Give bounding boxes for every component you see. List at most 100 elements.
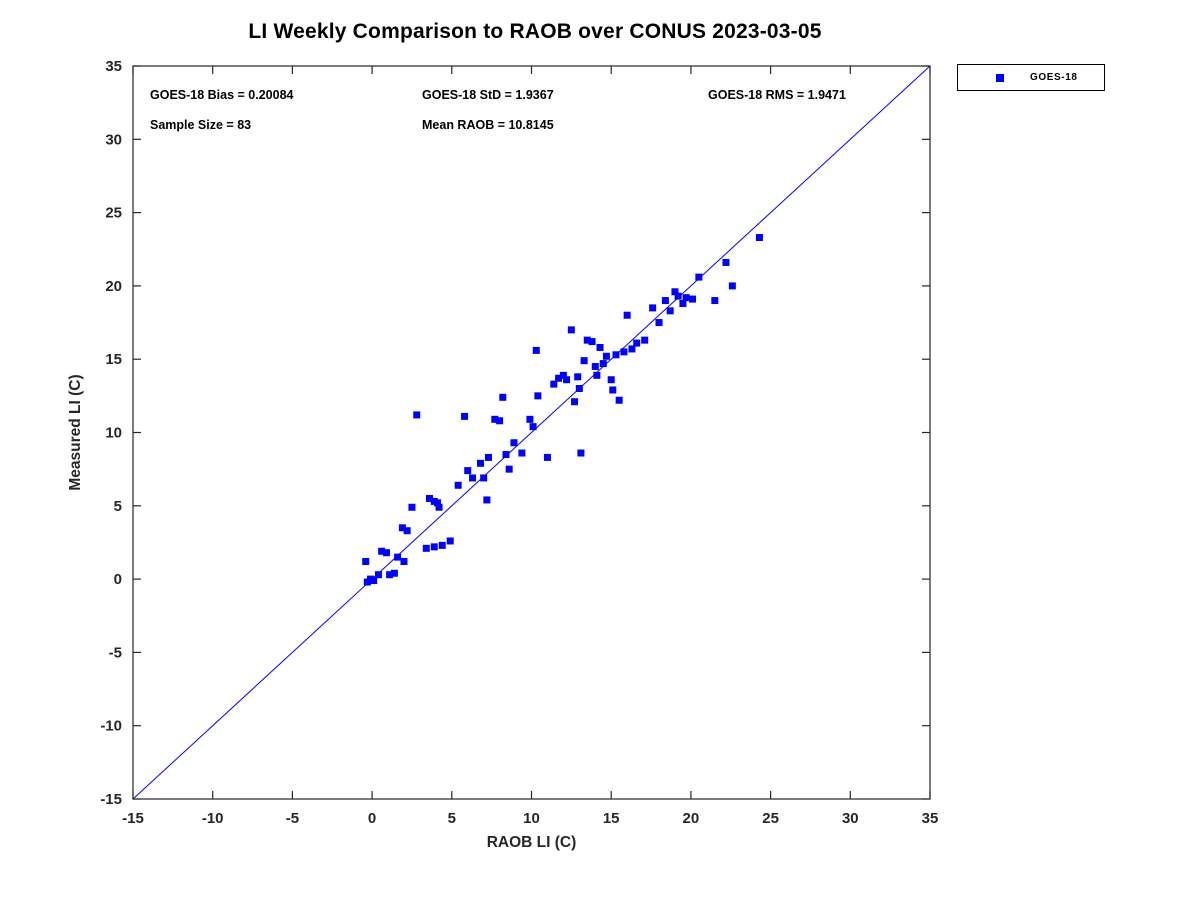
- svg-text:25: 25: [105, 205, 122, 222]
- svg-text:5: 5: [448, 810, 456, 827]
- data-point: [398, 524, 406, 532]
- data-point: [378, 547, 386, 555]
- data-point: [649, 304, 657, 312]
- chart-title: LI Weekly Comparison to RAOB over CONUS …: [248, 20, 822, 43]
- data-point: [563, 376, 571, 384]
- data-point: [464, 467, 472, 475]
- data-point: [559, 371, 567, 379]
- data-point: [461, 412, 469, 420]
- data-point: [655, 319, 663, 327]
- svg-text:0: 0: [114, 571, 122, 588]
- data-point: [413, 411, 421, 419]
- svg-text:15: 15: [603, 810, 620, 827]
- data-point: [607, 376, 615, 384]
- data-point: [711, 297, 719, 305]
- svg-text:-5: -5: [286, 810, 299, 827]
- data-point: [532, 346, 540, 354]
- x-axis-label: RAOB LI (C): [487, 834, 577, 851]
- data-point: [577, 449, 585, 457]
- data-point: [483, 496, 491, 504]
- data-point: [633, 339, 641, 347]
- data-point: [688, 295, 696, 303]
- data-point: [722, 258, 730, 266]
- data-point: [446, 537, 454, 545]
- data-points: [362, 234, 763, 586]
- svg-text:20: 20: [683, 810, 700, 827]
- data-point: [612, 351, 620, 359]
- data-point: [620, 348, 628, 356]
- data-point: [408, 503, 416, 511]
- data-point: [529, 423, 537, 431]
- data-point: [518, 449, 526, 457]
- data-point: [480, 474, 488, 482]
- data-point: [623, 311, 631, 319]
- data-point: [550, 380, 558, 388]
- data-point: [695, 273, 703, 281]
- x-axis-ticks: -15 -10 -5 0 5 10 15 20 25 30 35: [122, 66, 938, 827]
- svg-text:5: 5: [114, 498, 122, 515]
- data-point: [362, 558, 370, 566]
- data-point: [438, 541, 446, 549]
- identity-line: [132, 65, 931, 800]
- data-point: [661, 297, 669, 305]
- data-point: [609, 386, 617, 394]
- y-axis-ticks: -15 -10 -5 0 5 10 15 20 25 30 35: [100, 58, 930, 808]
- data-point: [394, 553, 402, 561]
- data-point: [374, 571, 382, 579]
- data-point: [679, 299, 687, 307]
- data-point: [403, 527, 411, 535]
- data-point: [430, 543, 438, 551]
- data-point: [615, 396, 623, 404]
- stat-sample-size: Sample Size = 83: [150, 118, 252, 132]
- data-point: [476, 459, 484, 467]
- legend: GOES-18: [957, 64, 1105, 91]
- svg-text:-10: -10: [202, 810, 224, 827]
- data-point: [386, 571, 394, 579]
- data-point: [596, 343, 604, 351]
- svg-text:35: 35: [105, 58, 122, 75]
- data-point: [602, 352, 610, 360]
- svg-text:15: 15: [105, 351, 122, 368]
- data-point: [628, 345, 636, 353]
- svg-text:25: 25: [762, 810, 779, 827]
- stat-bias: GOES-18 Bias = 0.20084: [150, 88, 294, 102]
- data-point: [555, 374, 563, 382]
- data-point: [505, 465, 513, 473]
- data-point: [484, 453, 492, 461]
- stat-std: GOES-18 StD = 1.9367: [422, 88, 554, 102]
- data-point: [534, 392, 542, 400]
- data-point: [593, 371, 601, 379]
- stat-rms: GOES-18 RMS = 1.9471: [708, 88, 846, 102]
- svg-text:10: 10: [105, 425, 122, 442]
- svg-text:30: 30: [842, 810, 859, 827]
- svg-text:35: 35: [922, 810, 939, 827]
- data-point: [435, 503, 443, 511]
- data-point: [491, 415, 499, 423]
- stat-mean-raob: Mean RAOB = 10.8145: [422, 118, 554, 132]
- svg-text:-10: -10: [100, 718, 122, 735]
- svg-text:-15: -15: [122, 810, 144, 827]
- legend-series-label: GOES-18: [1030, 72, 1078, 83]
- data-point: [671, 288, 679, 296]
- data-point: [728, 282, 736, 290]
- svg-text:10: 10: [523, 810, 540, 827]
- y-axis-label: Measured LI (C): [67, 374, 84, 490]
- legend-marker-square-icon: [996, 73, 1004, 82]
- data-point: [674, 292, 682, 300]
- data-point: [682, 294, 690, 302]
- data-point: [390, 569, 398, 577]
- data-point: [496, 417, 504, 425]
- data-point: [583, 336, 591, 344]
- data-point: [666, 307, 674, 315]
- svg-text:-5: -5: [109, 644, 122, 661]
- data-point: [499, 393, 507, 401]
- data-point: [567, 326, 575, 334]
- data-point: [510, 439, 518, 447]
- data-point: [575, 385, 583, 393]
- svg-text:0: 0: [368, 810, 376, 827]
- data-point: [370, 577, 378, 585]
- data-point: [502, 450, 510, 458]
- data-point: [422, 544, 430, 552]
- data-point: [543, 453, 551, 461]
